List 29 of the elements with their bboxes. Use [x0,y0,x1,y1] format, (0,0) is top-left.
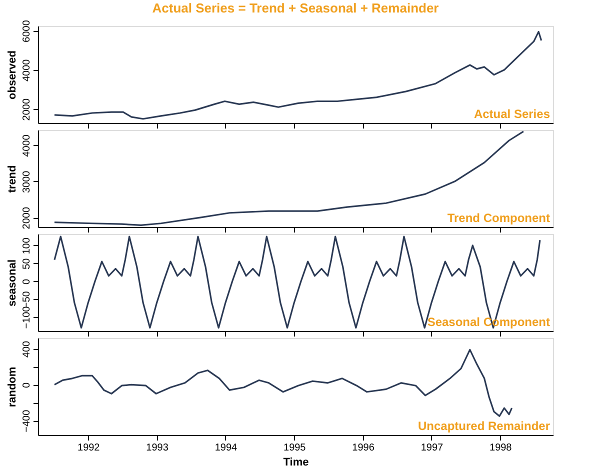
y-tick-label: 50 [22,258,32,270]
y-tick-label: 100 [22,237,32,254]
y-axis-title: trend [6,165,18,193]
x-tick-label: 1994 [214,442,238,454]
y-tick-label: 400 [22,340,32,358]
annotation: Trend Component [447,211,550,225]
x-tick-label: 1997 [420,442,444,454]
x-tick-label: 1998 [490,442,512,454]
y-tick-label: 2000 [22,206,32,230]
y-tick-label: −400 [22,409,32,432]
y-axis-title: observed [6,50,18,100]
y-axis-title: seasonal [6,259,18,307]
x-tick-label: 1992 [78,442,100,454]
y-axis-title: random [6,366,18,408]
chart-title: Actual Series = Trend + Seasonal + Remainder [152,0,439,16]
y-tick-label: 0 [22,278,32,285]
annotation: Uncaptured Remainder [418,419,550,433]
y-tick-label: 6000 [22,20,32,42]
x-tick-label: 1996 [352,442,375,454]
x-tick-label: 1993 [146,442,169,454]
line-series [54,348,513,417]
y-tick-label: 4000 [22,58,32,82]
y-tick-label: 4000 [22,134,32,157]
x-axis-title: Time [283,456,309,468]
annotation: Actual Series [474,107,550,121]
y-tick-label: 0 [22,382,32,388]
y-tick-label: 3000 [22,170,32,194]
y-tick-label: 2000 [22,98,32,121]
x-tick-label: 1995 [284,442,306,454]
